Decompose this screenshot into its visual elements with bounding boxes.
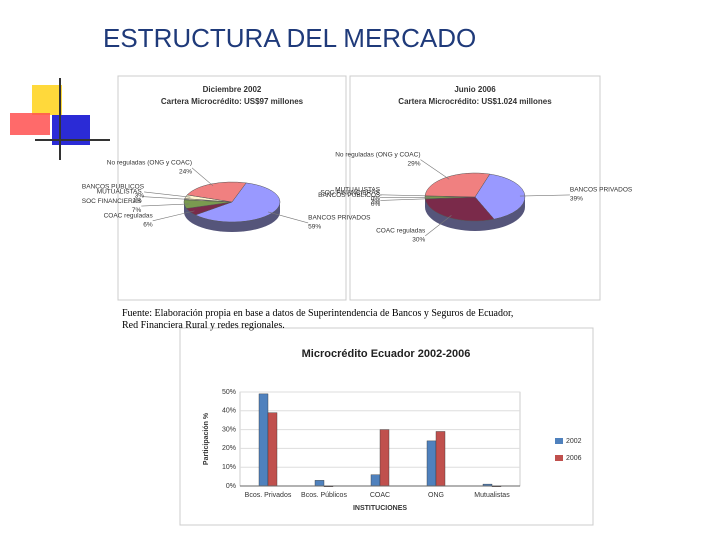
y-axis-label: Participación % xyxy=(203,412,210,465)
slice-value: 59% xyxy=(308,224,321,231)
y-tick-label: 40% xyxy=(222,408,236,415)
slice-label: COAC reguladas xyxy=(104,212,154,219)
y-tick-label: 50% xyxy=(222,389,236,396)
slice-label: BANCOS PRIVADOS xyxy=(308,215,371,222)
leader-line xyxy=(425,215,452,237)
leader-line xyxy=(267,211,309,224)
slice-value: 6% xyxy=(143,221,153,228)
deco-square xyxy=(32,85,62,115)
legend-label: 2002 xyxy=(566,438,582,445)
bar xyxy=(314,480,325,487)
slice-value: 30% xyxy=(412,237,425,244)
leader-line xyxy=(519,194,570,197)
x-axis-label: INSTITUCIONES xyxy=(353,505,407,512)
slice-value: 3% xyxy=(135,193,145,200)
slice-value: 24% xyxy=(179,169,192,176)
slice-value: 0% xyxy=(371,201,381,208)
x-tick-label: ONG xyxy=(428,492,444,499)
slice-label: MUTUALISTAS xyxy=(335,187,381,194)
leader-line xyxy=(191,167,214,187)
leader-line xyxy=(380,194,431,197)
slide-title: ESTRUCTURA DEL MERCADO xyxy=(103,23,476,53)
pie-subtitle: Cartera Microcrédito: US$1.024 millones xyxy=(398,97,552,106)
leader-line xyxy=(380,198,431,201)
x-tick-label: Mutualistas xyxy=(474,492,510,499)
slice-label: COAC reguladas xyxy=(376,228,426,235)
slice-value: 2% xyxy=(371,198,381,205)
y-tick-label: 10% xyxy=(222,464,236,471)
bar xyxy=(258,393,269,487)
slice-label: No reguladas (ONG y COAC) xyxy=(107,160,192,167)
bar xyxy=(370,474,381,487)
leader-line xyxy=(152,210,195,222)
bar xyxy=(426,440,437,487)
slice-label: BANCOS PUBLICOS xyxy=(82,184,145,191)
slice-value: 1% xyxy=(132,197,142,204)
pie-title: Diciembre 2002 xyxy=(203,85,262,94)
bar xyxy=(267,412,278,487)
pie-subtitle: Cartera Microcrédito: US$97 millones xyxy=(161,97,304,106)
slice-label: BANCOS PUBLICOS xyxy=(318,192,381,199)
legend-swatch xyxy=(555,455,563,461)
slice-label: No reguladas (ONG y COAC) xyxy=(335,151,420,158)
y-tick-label: 30% xyxy=(222,426,236,433)
slice-value: 29% xyxy=(407,160,420,167)
leader-line xyxy=(141,196,190,200)
y-tick-label: 0% xyxy=(226,483,236,490)
legend-swatch xyxy=(555,438,563,444)
deco-square xyxy=(10,113,50,135)
slice-label: SOC FINANCIERAS xyxy=(320,189,380,196)
slice-value: 39% xyxy=(570,196,583,203)
slice-value: 7% xyxy=(132,207,142,214)
bar-title: Microcrédito Ecuador 2002-2006 xyxy=(302,348,471,360)
x-tick-label: Bcos. Privados xyxy=(245,492,292,499)
leader-line xyxy=(144,191,191,198)
slice-value: 0% xyxy=(371,196,381,203)
leader-line xyxy=(420,159,450,180)
leader-line xyxy=(141,203,190,207)
y-tick-label: 20% xyxy=(222,445,236,452)
bar xyxy=(379,429,390,487)
slice-label: SOC FINANCIERAS xyxy=(82,198,142,205)
slice-label: MUTUALISTAS xyxy=(97,188,143,195)
bar xyxy=(435,431,446,487)
slice-label: BANCOS PRIVADOS xyxy=(570,187,633,194)
legend-label: 2006 xyxy=(566,455,582,462)
x-tick-label: COAC xyxy=(370,492,390,499)
x-tick-label: Bcos. Públicos xyxy=(301,492,347,499)
pie-title: Junio 2006 xyxy=(454,85,496,94)
source-note: Fuente: Elaboración propia en base a dat… xyxy=(122,308,513,331)
